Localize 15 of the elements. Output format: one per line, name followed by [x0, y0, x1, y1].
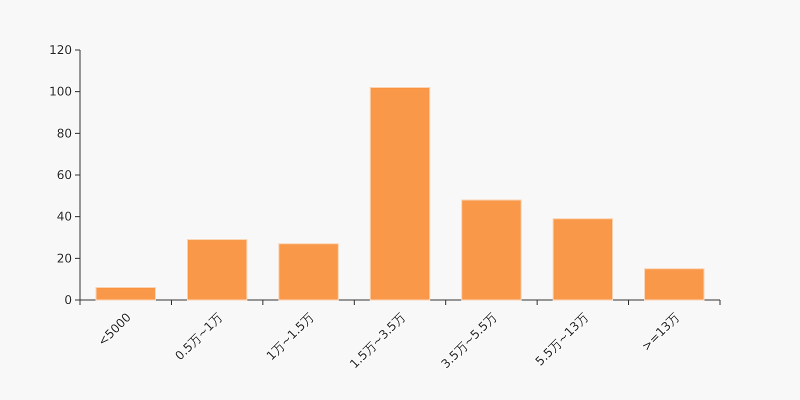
- bar: [278, 243, 339, 300]
- y-tick-label: 120: [49, 43, 72, 57]
- y-tick-label: 80: [56, 126, 72, 140]
- bar: [461, 200, 522, 300]
- y-tick-label: 20: [56, 251, 72, 266]
- bar: [96, 287, 156, 300]
- y-tick-label: 0: [64, 293, 72, 307]
- x-tick-label: 0.5万~1万: [172, 310, 226, 364]
- bar: [370, 87, 430, 300]
- bar: [644, 268, 704, 300]
- y-tick-label: 40: [56, 210, 72, 224]
- bar: [186, 239, 248, 300]
- y-tick-label: 60: [56, 168, 72, 182]
- y-tick-label: 100: [49, 84, 72, 99]
- bar: [552, 218, 614, 300]
